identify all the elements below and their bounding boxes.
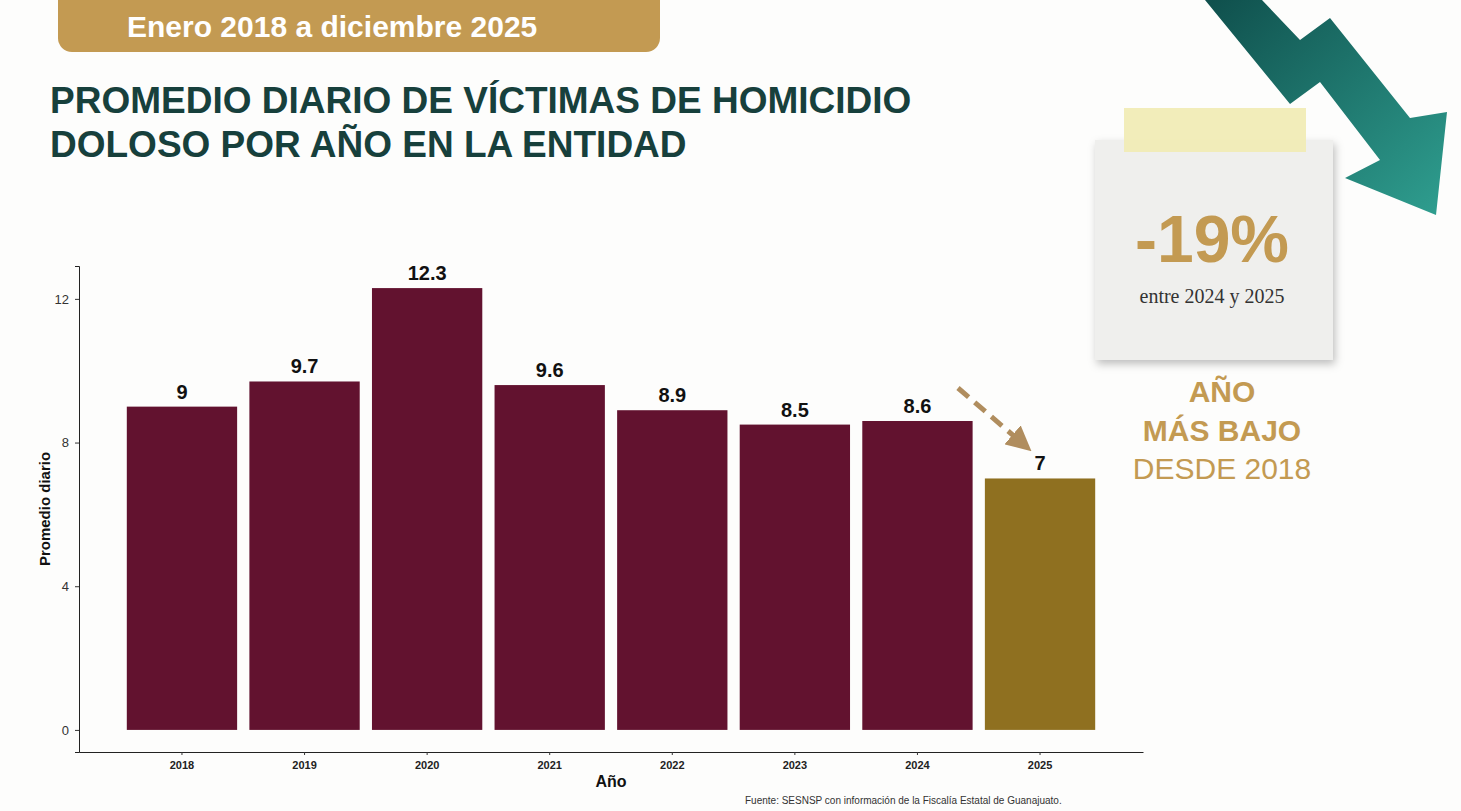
data-label: 12.3 (408, 262, 447, 284)
x-tick: 2024 (905, 752, 930, 771)
period-banner (58, 0, 660, 52)
source: Fuente: SESNSP con información de la Fis… (745, 795, 1062, 806)
lowest-year-note: MÁS BAJO (1143, 414, 1301, 447)
y-tick-label: 8 (62, 435, 69, 450)
bar (495, 385, 605, 730)
background (0, 0, 1461, 811)
x-tick-mark (672, 752, 673, 755)
x-tick: 2018 (170, 752, 194, 771)
x-tick: 2020 (415, 752, 439, 771)
data-label: 8.6 (904, 395, 932, 417)
y-tick: 4 (62, 579, 79, 594)
bar (127, 407, 237, 730)
x-axis-title: Año (595, 773, 626, 790)
x-tick-label: 2025 (1028, 759, 1052, 771)
y-axis-title: Promedio diario (36, 452, 53, 566)
data-label: 8.9 (658, 384, 686, 406)
x-tick-mark (794, 752, 795, 755)
x-tick-label: 2022 (660, 759, 684, 771)
x-tick: 2021 (537, 752, 561, 771)
lowest-year-note: DESDE 2018 (1133, 452, 1311, 485)
change-value: -19% (1135, 202, 1289, 276)
y-tick: 8 (62, 435, 79, 450)
trend-dashed-arrow (958, 388, 1022, 443)
data-label: 9 (176, 381, 187, 403)
bar (617, 410, 727, 730)
data-label: 7 (1034, 452, 1045, 474)
x-tick: 2025 (1028, 752, 1052, 771)
x-tick-label: 2020 (415, 759, 439, 771)
sticker (1095, 140, 1333, 360)
x-tick-label: 2018 (170, 759, 194, 771)
x-axis-line (80, 752, 1144, 753)
x-tick-mark (549, 752, 550, 755)
period-text: Enero 2018 a diciembre 2025 (127, 10, 537, 43)
chart: Enero 2018 a diciembre 2025 PROMEDIO DIAR… (0, 0, 1461, 811)
data-labels: 9 9.7 12.3 9.6 8.9 8.5 8.6 7 (176, 262, 1045, 474)
y-tick-label: 0 (62, 723, 69, 738)
x-tick: 2022 (660, 752, 684, 771)
x-tick-mark (1040, 752, 1041, 755)
data-label: 9.6 (536, 359, 564, 381)
bars (127, 288, 1095, 730)
y-tick: 0 (62, 723, 79, 738)
y-tick: 12 (55, 292, 79, 307)
x-tick: 2023 (783, 752, 807, 771)
x-tick-mark (304, 752, 305, 755)
x-axis: 2018 2019 2020 2021 2022 2023 2024 2025 (80, 752, 1144, 771)
y-tick-mark (75, 299, 79, 300)
bar (985, 478, 1095, 729)
sticker-tape (1124, 108, 1306, 152)
title: PROMEDIO DIARIO DE VÍCTIMAS DE HOMICIDIO… (50, 80, 911, 165)
x-tick-mark (427, 752, 428, 755)
y-axis-line (75, 267, 80, 753)
y-tick-label: 4 (62, 579, 69, 594)
y-tick-label: 12 (55, 292, 69, 307)
x-tick-label: 2024 (905, 759, 930, 771)
bar (862, 421, 972, 730)
lowest-year-note: AÑO (1189, 375, 1256, 408)
x-tick: 2019 (292, 752, 316, 771)
x-tick-label: 2023 (783, 759, 807, 771)
data-label: 8.5 (781, 399, 809, 421)
y-tick-mark (75, 730, 79, 731)
x-tick-label: 2021 (537, 759, 561, 771)
bar (740, 425, 850, 730)
x-tick-mark (917, 752, 918, 755)
y-axis: 0 4 8 12 (55, 267, 80, 753)
bar (372, 288, 482, 730)
x-tick-mark (181, 752, 182, 755)
data-label: 9.7 (291, 355, 319, 377)
y-tick-mark (75, 443, 79, 444)
y-tick-mark (75, 586, 79, 587)
change-period: entre 2024 y 2025 (1140, 285, 1285, 308)
x-tick-label: 2019 (292, 759, 316, 771)
bar (249, 381, 359, 729)
